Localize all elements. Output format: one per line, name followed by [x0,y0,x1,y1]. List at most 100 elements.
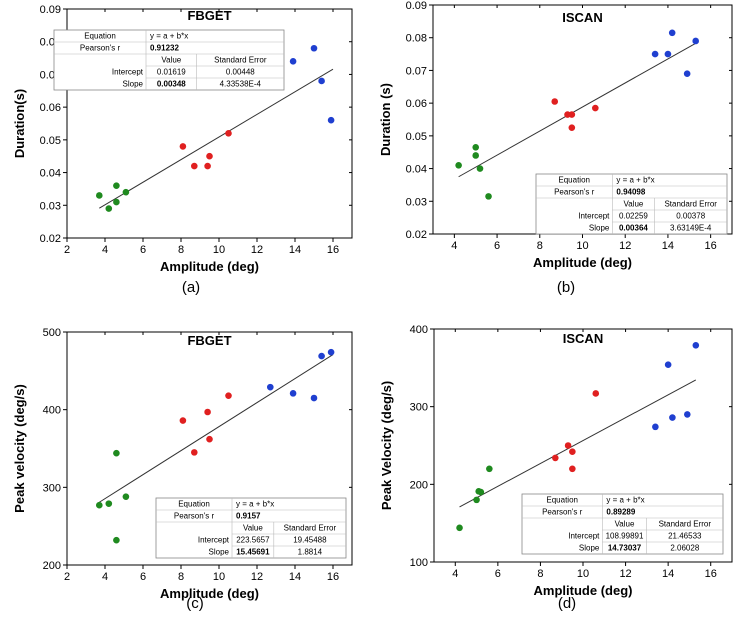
data-point-series-0 [455,162,462,169]
value-header: Value [161,56,181,65]
x-tick-label: 10 [213,571,225,583]
y-tick-label: 300 [43,482,61,494]
x-tick-label: 4 [102,244,108,256]
plot-frame [66,331,353,566]
panel-d: 4 6 8 10 12 14 16 100 200 300 400 Amplitude (deg) Pe… [379,324,733,612]
data-point-series-1 [551,98,559,105]
data-point-series-1 [204,162,211,170]
y-tick-label: 100 [410,557,428,569]
x-tick-label: 14 [289,244,301,256]
x-tick-label: 2 [64,571,70,583]
data-point-series-2 [683,70,691,77]
pearson-label: Pearson's r [80,44,121,53]
plot-frame [66,8,353,239]
x-tick-label: 10 [576,240,588,252]
pearson-label: Pearson's r [554,188,595,197]
y-tick-label: 400 [43,405,61,417]
stats-table: Equation y = a + b*x Pearson's r 0.91232 Val… [53,29,285,91]
value-header: Value [615,520,635,529]
data-point-series-0 [113,449,120,457]
data-point-series-2 [651,50,659,58]
y-tick-label: 0.09 [406,0,427,12]
equation-label: Equation [84,32,116,41]
x-tick-label: 4 [102,571,108,583]
y-tick-label: 0.09 [40,4,61,16]
slope-value: 0.00364 [619,224,648,233]
data-point-series-1 [206,152,213,160]
data-point-series-0 [113,536,120,544]
x-tick-label: 8 [178,571,184,583]
data-point-series-0 [96,192,103,199]
data-point-series-1 [179,143,187,150]
intercept-value: 0.02259 [619,212,648,221]
pearson-value: 0.91232 [150,44,179,53]
x-tick-label: 16 [327,571,339,583]
data-point-series-2 [318,352,325,360]
data-point-series-2 [664,361,672,369]
y-tick-label: 400 [410,324,428,336]
data-point-series-1 [568,124,576,131]
data-point-series-0 [486,465,493,473]
pearson-label: Pearson's r [542,508,583,517]
panel-a: 2 4 6 8 10 12 14 160.020.030.040.050.060.070.08… [12,4,353,296]
slope-error: 2.06028 [670,544,699,553]
x-tick-label: 6 [140,571,146,583]
x-tick-label: 16 [327,244,339,256]
data-point-series-0 [477,488,485,496]
panel-caption: (d) [558,595,576,612]
fit-line [99,68,334,209]
data-point-series-0 [485,193,492,200]
slope-error: 4.33538E-4 [220,80,262,89]
data-point-series-1 [569,448,576,456]
x-tick-label: 8 [537,240,543,252]
x-tick-label: 4 [452,568,458,580]
x-tick-label: 8 [537,568,543,580]
data-point-series-0 [472,152,480,159]
pearson-value: 0.89289 [606,508,635,517]
x-axis-label: Amplitude (deg) [160,259,259,274]
data-point-series-2 [310,394,318,402]
data-point-series-2 [267,383,274,391]
pearson-value: 0.94098 [616,188,645,197]
x-tick-label: 12 [251,244,263,256]
intercept-error: 19.45488 [293,536,327,545]
data-point-series-2 [668,29,676,37]
data-point-series-1 [191,162,198,170]
data-point-series-1 [564,442,572,449]
data-point-series-0 [473,496,480,504]
y-tick-label: 0.03 [40,200,61,212]
stats-table-frame [535,173,728,235]
fit-line [459,379,697,508]
data-point-series-1 [179,417,187,424]
chart-title: ISCAN [562,10,602,25]
data-point-series-0 [113,182,120,189]
stats-table-frame [521,493,724,555]
data-point-series-2 [289,58,297,65]
x-tick-label: 6 [495,568,501,580]
x-tick-label: 12 [619,568,631,580]
y-tick-label: 200 [410,479,428,491]
data-point-series-0 [113,198,120,206]
data-point-series-0 [456,524,463,532]
slope-error: 1.8814 [298,548,323,557]
intercept-error: 21.46533 [668,532,702,541]
y-tick-label: 0.08 [406,33,427,45]
y-tick-label: 200 [43,560,61,572]
data-point-series-2 [310,44,318,52]
error-header: Standard Error [659,520,712,529]
data-point-series-0 [122,493,130,500]
y-axis-label: Peak Velocity (deg/s) [379,381,394,510]
chart-title: ISCAN [563,331,603,346]
panel-caption: (c) [186,595,204,612]
x-tick-label: 12 [251,571,263,583]
x-axis-label: Amplitude (deg) [160,586,259,601]
data-point-series-1 [592,390,600,397]
data-point-series-1 [569,465,576,473]
x-tick-label: 14 [662,240,674,252]
x-tick-label: 4 [451,240,457,252]
y-axis-label: Peak velocity (deg/s) [12,384,27,513]
y-axis-label: Duration(s) [12,89,27,158]
y-tick-label: 0.05 [406,131,427,143]
y-tick-label: 0.06 [40,102,61,114]
x-tick-label: 6 [494,240,500,252]
